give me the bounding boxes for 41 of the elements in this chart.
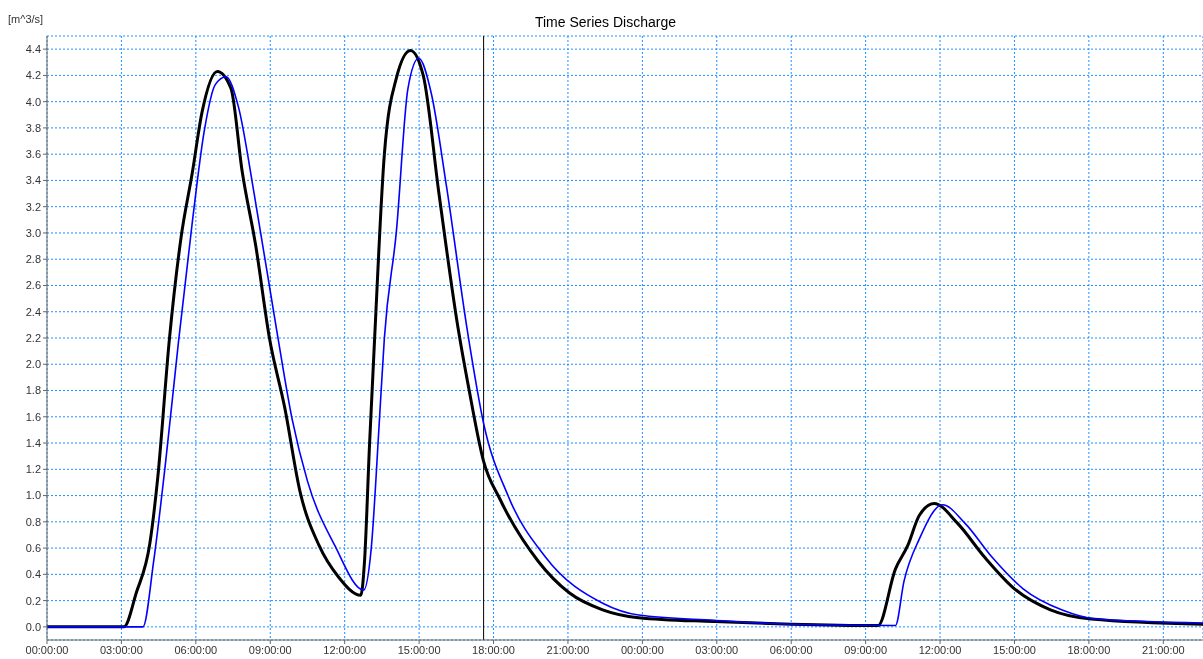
x-tick-label: 09:00:00 — [248, 643, 292, 656]
y-tick-label: 3.8 — [25, 121, 41, 134]
y-tick-label: 2.0 — [25, 358, 41, 371]
x-tick-label: 03:00:00 — [695, 643, 739, 656]
x-tick-label: 03:00:00 — [100, 643, 143, 656]
y-tick-label: 4.2 — [25, 69, 41, 82]
x-tick-label: 15:00:00 — [993, 643, 1036, 656]
x-tick-label: 21:00:00 — [1141, 643, 1185, 656]
y-axis-title: [m^3/s] — [8, 13, 44, 25]
x-tick-label: 21:00:00 — [546, 643, 590, 656]
y-tick-label: 1.0 — [25, 489, 41, 502]
y-tick-label: 3.0 — [25, 226, 41, 239]
y-tick-label: 2.2 — [25, 331, 41, 344]
y-tick-label: 0.4 — [25, 568, 41, 581]
y-tick-label: 2.6 — [25, 279, 41, 292]
x-tick-label: 15:00:00 — [397, 643, 441, 656]
y-tick-label: 3.6 — [25, 148, 41, 161]
x-tick-label: 12:00:00 — [918, 643, 962, 656]
x-tick-label: 12:00:00 — [323, 643, 367, 656]
x-tick-label: 00:00:00 — [620, 643, 664, 656]
x-tick-label: 06:00:00 — [174, 643, 218, 656]
y-tick-label: 3.2 — [25, 200, 41, 213]
y-tick-label: 0.6 — [25, 541, 41, 554]
y-tick-label: 1.2 — [25, 463, 41, 476]
x-tick-label: 00:00:00 — [25, 643, 69, 656]
x-tick-label: 18:00:00 — [472, 643, 515, 656]
x-tick-label: 18:00:00 — [1067, 643, 1111, 656]
y-tick-label: 0.0 — [25, 620, 41, 633]
x-tick-label: 06:00:00 — [769, 643, 813, 656]
y-tick-label: 2.4 — [25, 305, 41, 318]
y-tick-label: 0.8 — [25, 515, 41, 528]
y-tick-label: 4.0 — [25, 95, 41, 108]
y-tick-label: 0.2 — [25, 594, 41, 607]
y-tick-label: 3.4 — [25, 174, 41, 187]
y-tick-label: 2.8 — [25, 253, 41, 266]
y-tick-label: 1.8 — [25, 384, 41, 397]
y-tick-label: 1.6 — [25, 410, 41, 423]
y-tick-label: 1.4 — [25, 436, 41, 449]
y-tick-label: 4.4 — [25, 43, 41, 56]
chart-title: Time Series Discharge — [534, 14, 677, 30]
x-tick-label: 09:00:00 — [844, 643, 888, 656]
